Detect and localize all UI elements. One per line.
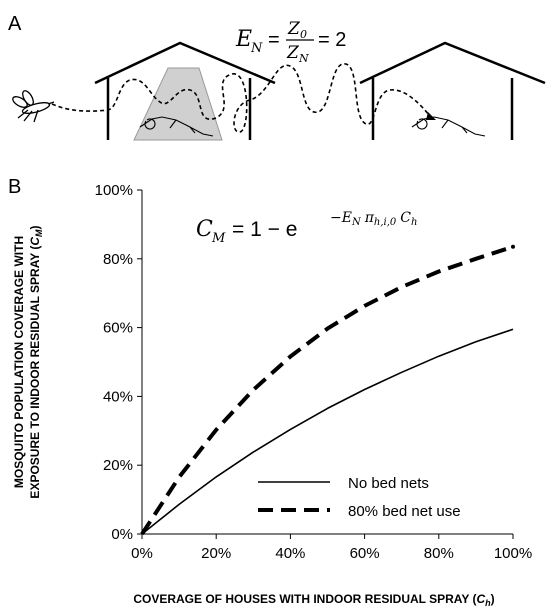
exp-E: E <box>341 210 352 226</box>
y-axis-title-line1: MOSQUITO POPULATION COVERAGE WITH <box>12 236 26 488</box>
series-end-point <box>511 244 515 249</box>
y-tick-label: 20% <box>103 457 133 474</box>
legend-label-bed-net-use: 80% bed net use <box>348 503 461 520</box>
series-line-bed-net-use <box>140 244 514 536</box>
x-tick-label: 100% <box>494 545 532 562</box>
x-axis-title-sub: h <box>485 598 491 608</box>
formula-b-rhs-prefix: = 1 − e <box>232 218 297 241</box>
panel-a-letter: A <box>8 13 22 35</box>
y-axis-title: MOSQUITO POPULATION COVERAGE WITH EXPOSU… <box>12 225 44 498</box>
y-tick-label: 100% <box>95 182 133 199</box>
formula-a-lhs: E <box>235 27 252 52</box>
y-tick-label: 60% <box>103 320 133 337</box>
exp-E-sub: N <box>351 217 362 228</box>
panel-b-letter: B <box>8 176 21 198</box>
sleeping-person-icon <box>139 116 214 137</box>
formula-a-denominator: Z <box>286 43 300 63</box>
x-axis-title-close: ) <box>491 592 495 606</box>
x-tick-label: 20% <box>201 545 231 562</box>
formula-a-lhs-sub: N <box>250 41 263 56</box>
formula-a-numerator: Z <box>287 19 301 39</box>
y-axis-title-close: ) <box>28 225 42 229</box>
exp-C: C <box>400 210 411 226</box>
panel-b: B 0% 20% 40% 60% 80% 100% 0% 20% 40% 60% 80% 100% C… <box>8 176 532 608</box>
y-axis-title-var: C <box>28 237 42 246</box>
y-tick-label: 0% <box>111 526 133 543</box>
bed-net-icon <box>133 67 223 141</box>
formula-b-lhs: C <box>196 217 213 242</box>
legend-label-no-bed-nets: No bed nets <box>348 475 429 492</box>
y-tick-label: 80% <box>103 251 133 268</box>
axis-ticks: 0% 20% 40% 60% 80% 100% 0% 20% 40% 60% 80% 100% <box>95 182 533 562</box>
panel-a-formula: E N = Z 0 Z N = 2 <box>235 19 346 65</box>
x-axis-title-var: C <box>476 592 485 606</box>
exp-pi: π <box>364 210 375 226</box>
house-with-bed-net <box>94 41 276 141</box>
formula-a-numerator-sub: 0 <box>300 28 307 41</box>
formula-a-denominator-sub: N <box>298 52 309 65</box>
x-tick-label: 0% <box>131 545 153 562</box>
x-axis-title: COVERAGE OF HOUSES WITH INDOOR RESIDUAL … <box>133 592 494 608</box>
series-line-no-bed-nets <box>141 328 514 535</box>
x-tick-label: 80% <box>424 545 454 562</box>
legend: No bed nets 80% bed net use <box>258 475 461 520</box>
panel-a: A E N = Z 0 Z N = 2 <box>8 13 546 141</box>
formula-a-equals-sign: = <box>268 29 280 51</box>
exp-minus: − <box>330 210 342 226</box>
x-axis-title-main: COVERAGE OF HOUSES WITH INDOOR RESIDUAL … <box>133 592 476 606</box>
y-axis-title-sub: M <box>34 229 44 237</box>
series-layer <box>140 244 515 536</box>
x-tick-label: 60% <box>350 545 380 562</box>
formula-a-value: = 2 <box>318 29 346 51</box>
y-axis-title-line2: EXPOSURE TO INDOOR RESIDUAL SPRAY (CM) <box>28 225 44 498</box>
plot-frame <box>141 190 513 535</box>
y-axis-title-line2-main: EXPOSURE TO INDOOR RESIDUAL SPRAY ( <box>28 246 42 499</box>
flight-arrowhead-icon <box>426 112 436 120</box>
exp-C-sub: h <box>411 217 417 228</box>
formula-b-exponent: −EN πh,i,0 Ch <box>330 210 417 228</box>
x-tick-label: 40% <box>275 545 305 562</box>
exp-pi-sub: h,i,0 <box>374 217 397 228</box>
mosquito-icon <box>12 90 55 123</box>
panel-b-formula: C M = 1 − e −EN πh,i,0 Ch <box>196 210 417 246</box>
mosquito-flight-path <box>51 63 431 133</box>
formula-b-lhs-sub: M <box>211 231 226 246</box>
sleeping-person-icon <box>411 116 486 137</box>
y-tick-label: 40% <box>103 388 133 405</box>
house-without-bed-net <box>359 41 546 140</box>
